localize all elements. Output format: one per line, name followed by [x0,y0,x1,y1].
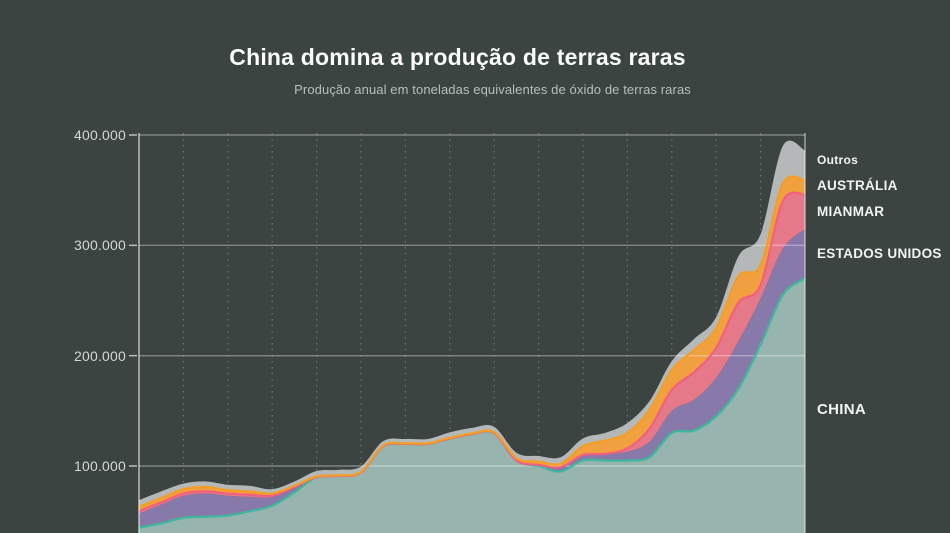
area-china [139,278,805,533]
area-estados-unidos [139,228,805,528]
y-axis-tick-label-200000: 200.000 [73,348,126,364]
area-australia [139,176,805,512]
legend-label-mianmar: MIANMAR [817,204,885,219]
edge-australia [138,175,806,508]
legend-label-china: CHINA [817,401,866,418]
legend-label-outros: Outros [817,153,859,167]
chart-subtitle: Produção anual em toneladas equivalentes… [294,82,691,97]
legend-label-estados-unidos: ESTADOS UNIDOS [817,246,942,261]
y-axis-tick-label-100000: 100.000 [73,458,126,474]
chart-title: China domina a produção de terras raras [229,44,686,70]
y-axis-tick-label-300000: 300.000 [73,237,126,253]
y-axis-tick-label-400000: 400.000 [73,127,126,143]
area-outros [139,140,805,507]
legend-label-australia: AUSTRÁLIA [817,178,898,193]
